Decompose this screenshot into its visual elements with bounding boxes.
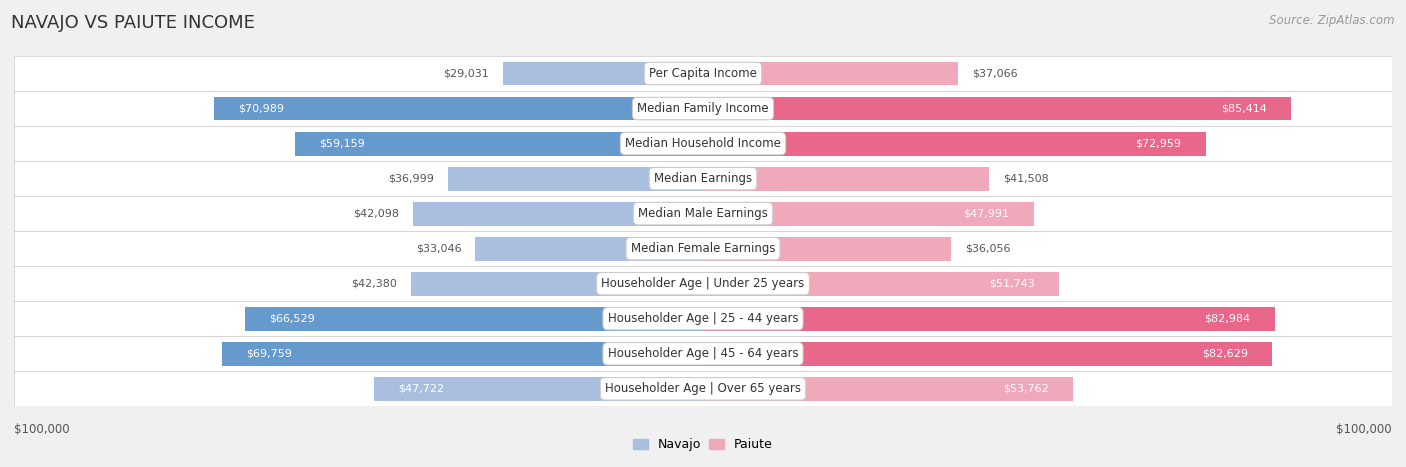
Text: Householder Age | 25 - 44 years: Householder Age | 25 - 44 years: [607, 312, 799, 325]
Bar: [295, 132, 703, 156]
Text: $47,991: $47,991: [963, 209, 1010, 219]
Bar: [703, 237, 952, 261]
Bar: [14, 91, 1392, 126]
Text: $53,762: $53,762: [1004, 384, 1049, 394]
Text: Householder Age | 45 - 64 years: Householder Age | 45 - 64 years: [607, 347, 799, 360]
Text: $36,999: $36,999: [388, 174, 434, 184]
Text: $37,066: $37,066: [972, 69, 1018, 78]
Bar: [14, 196, 1392, 231]
Text: $69,759: $69,759: [246, 349, 292, 359]
Text: Householder Age | Over 65 years: Householder Age | Over 65 years: [605, 382, 801, 395]
Bar: [449, 167, 703, 191]
Text: NAVAJO VS PAIUTE INCOME: NAVAJO VS PAIUTE INCOME: [11, 14, 254, 32]
Bar: [214, 97, 703, 120]
Bar: [14, 126, 1392, 161]
Bar: [703, 167, 988, 191]
Bar: [703, 97, 1292, 120]
Bar: [222, 342, 703, 366]
Text: $85,414: $85,414: [1222, 104, 1267, 113]
Text: $42,380: $42,380: [352, 279, 398, 289]
Text: $29,031: $29,031: [443, 69, 489, 78]
Text: $100,000: $100,000: [1336, 423, 1392, 436]
Bar: [413, 202, 703, 226]
Bar: [475, 237, 703, 261]
Bar: [14, 161, 1392, 196]
Bar: [703, 202, 1033, 226]
Bar: [14, 371, 1392, 406]
Text: Householder Age | Under 25 years: Householder Age | Under 25 years: [602, 277, 804, 290]
Text: $41,508: $41,508: [1002, 174, 1049, 184]
Bar: [411, 272, 703, 296]
Text: $100,000: $100,000: [14, 423, 70, 436]
Text: Per Capita Income: Per Capita Income: [650, 67, 756, 80]
Text: Source: ZipAtlas.com: Source: ZipAtlas.com: [1270, 14, 1395, 27]
Text: $42,098: $42,098: [353, 209, 399, 219]
Legend: Navajo, Paiute: Navajo, Paiute: [628, 433, 778, 456]
Text: Median Female Earnings: Median Female Earnings: [631, 242, 775, 255]
Bar: [14, 231, 1392, 266]
Text: $59,159: $59,159: [319, 139, 366, 149]
Bar: [703, 62, 959, 85]
Bar: [14, 56, 1392, 91]
Text: Median Family Income: Median Family Income: [637, 102, 769, 115]
Bar: [245, 307, 703, 331]
Text: $82,629: $82,629: [1202, 349, 1249, 359]
Bar: [703, 377, 1073, 401]
Text: Median Household Income: Median Household Income: [626, 137, 780, 150]
Bar: [503, 62, 703, 85]
Bar: [374, 377, 703, 401]
Bar: [703, 132, 1205, 156]
Text: $70,989: $70,989: [238, 104, 284, 113]
Text: $82,984: $82,984: [1205, 314, 1250, 324]
Text: $47,722: $47,722: [398, 384, 444, 394]
Bar: [703, 272, 1060, 296]
Text: $33,046: $33,046: [416, 244, 461, 254]
Text: Median Male Earnings: Median Male Earnings: [638, 207, 768, 220]
Bar: [14, 301, 1392, 336]
Bar: [14, 336, 1392, 371]
Text: $51,743: $51,743: [990, 279, 1035, 289]
Text: $72,959: $72,959: [1136, 139, 1181, 149]
Text: $36,056: $36,056: [965, 244, 1011, 254]
Bar: [703, 307, 1275, 331]
Text: $66,529: $66,529: [269, 314, 315, 324]
Text: Median Earnings: Median Earnings: [654, 172, 752, 185]
Bar: [14, 266, 1392, 301]
Bar: [703, 342, 1272, 366]
